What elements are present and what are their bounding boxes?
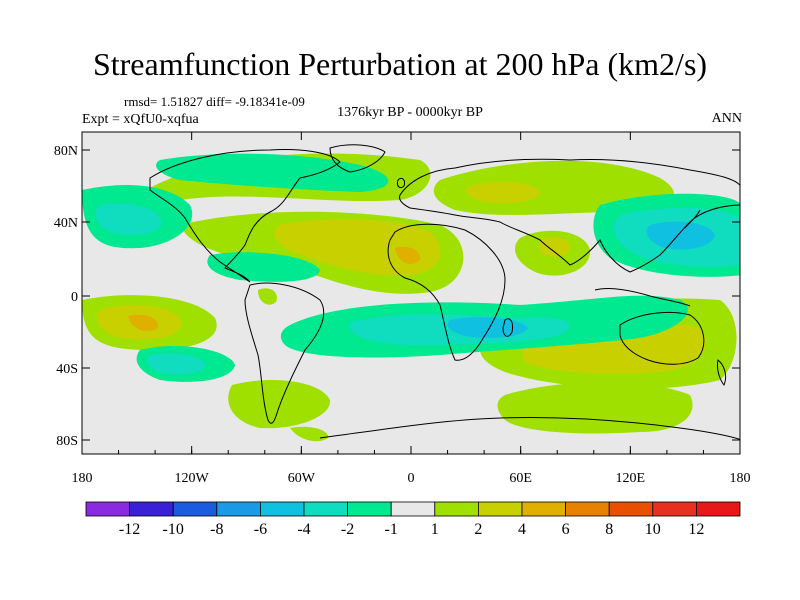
colorbar-box bbox=[696, 501, 741, 517]
contour-region bbox=[228, 380, 331, 429]
contour-region bbox=[540, 237, 570, 257]
coastline-greenland bbox=[329, 144, 386, 173]
colorbar-label: -10 bbox=[163, 521, 184, 538]
colorbar-box bbox=[652, 501, 697, 517]
colorbar-box bbox=[85, 501, 130, 517]
coastline-africa bbox=[387, 223, 506, 361]
contour-region bbox=[207, 252, 320, 282]
lon-label: 180 bbox=[72, 471, 93, 486]
contour-region bbox=[465, 181, 540, 204]
colorbar-label: 6 bbox=[562, 521, 570, 538]
coastline-australia bbox=[619, 311, 705, 365]
colorbar-label: -6 bbox=[254, 521, 267, 538]
coastline-uk bbox=[397, 177, 405, 189]
colorbar-box bbox=[521, 501, 566, 517]
period-label: 1376kyr BP - 0000kyr BP bbox=[337, 105, 483, 120]
lon-label: 120E bbox=[616, 471, 646, 486]
colorbar-box bbox=[608, 501, 654, 517]
contour-region bbox=[258, 288, 277, 305]
colorbar-label: 8 bbox=[605, 521, 613, 538]
coastline-antarctica bbox=[319, 417, 740, 440]
lon-label: 60E bbox=[509, 471, 532, 486]
experiment-label: Expt = xQfU0-xqfua bbox=[82, 112, 199, 127]
coastlines bbox=[149, 144, 740, 440]
contour-region bbox=[395, 246, 421, 264]
colorbar-box bbox=[565, 501, 610, 517]
colorbar-box bbox=[172, 501, 218, 517]
coastline-japan bbox=[684, 209, 701, 229]
contour-region bbox=[290, 426, 329, 442]
colorbar-label: 12 bbox=[688, 521, 704, 538]
lat-label: 80S bbox=[56, 434, 78, 449]
colorbar-label: 1 bbox=[431, 521, 439, 538]
colorbar-box bbox=[129, 501, 174, 517]
contour-region bbox=[274, 219, 441, 276]
coastline-europe-asia bbox=[399, 158, 740, 273]
contour-region bbox=[128, 314, 159, 332]
coastline-north-america bbox=[149, 149, 341, 283]
lon-label: 60W bbox=[288, 471, 316, 486]
lon-label: 120W bbox=[175, 471, 210, 486]
contour-region bbox=[447, 317, 528, 338]
colorbar-label: -2 bbox=[341, 521, 354, 538]
colorbar-box bbox=[259, 501, 305, 517]
lat-label: 0 bbox=[71, 290, 78, 305]
colorbar-box bbox=[216, 501, 261, 517]
lat-label: 40N bbox=[54, 216, 78, 231]
coastline-south-america bbox=[244, 282, 325, 424]
colorbar-label: 2 bbox=[474, 521, 482, 538]
colorbar-label: 4 bbox=[518, 521, 526, 538]
contour-region bbox=[156, 153, 389, 192]
lat-label: 80N bbox=[54, 144, 78, 159]
colorbar-labels: -12 -10 -8 -6 -4 -2 -1 1 2 4 6 8 10 12 bbox=[119, 521, 704, 538]
colorbar-box bbox=[303, 501, 348, 517]
contour-region bbox=[646, 221, 715, 250]
chart-title: Streamfunction Perturbation at 200 hPa (… bbox=[92, 46, 708, 82]
colorbar-label: -1 bbox=[385, 521, 398, 538]
coastline-indonesia bbox=[594, 287, 691, 307]
season-label: ANN bbox=[711, 111, 742, 126]
coastline-new-zealand bbox=[717, 359, 727, 386]
colorbar-box bbox=[477, 501, 523, 517]
colorbar-box bbox=[390, 501, 436, 517]
lon-label: 0 bbox=[408, 471, 415, 486]
colorbar-label: -12 bbox=[119, 521, 140, 538]
lon-axis: 180 120W 60W 0 60E 120E 180 bbox=[72, 132, 751, 486]
colorbar-box bbox=[347, 501, 392, 517]
contour-region bbox=[497, 382, 693, 434]
colorbar-label: -8 bbox=[210, 521, 223, 538]
contour-region bbox=[146, 353, 206, 375]
colorbar-label: 10 bbox=[645, 521, 661, 538]
colorbar-label: -4 bbox=[297, 521, 310, 538]
contour-region bbox=[95, 203, 162, 235]
lat-label: 40S bbox=[56, 362, 78, 377]
colorbar-boxes bbox=[85, 501, 741, 517]
stats-label: rmsd= 1.51827 diff= -9.18341e-09 bbox=[124, 94, 305, 109]
lat-axis: 80N 40N 0 40S 80S bbox=[54, 144, 740, 449]
lon-label: 180 bbox=[730, 471, 751, 486]
coastline-madagascar bbox=[502, 318, 513, 337]
colorbar-box bbox=[434, 501, 479, 517]
